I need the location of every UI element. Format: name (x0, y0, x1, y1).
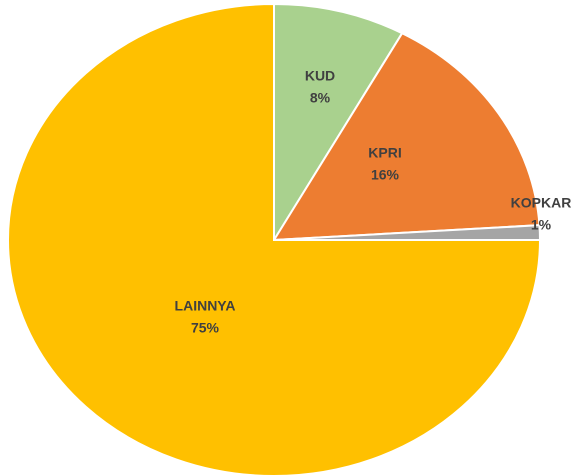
slice-name: LAINNYA (175, 298, 236, 314)
slice-name: KUD (305, 68, 335, 84)
slice-value: 8% (310, 90, 331, 106)
pie-slice (272, 31, 541, 242)
slice-value: 75% (191, 320, 220, 336)
pie-slice (7, 2, 542, 476)
slice-value: 16% (371, 167, 400, 183)
pie-slice (273, 2, 404, 244)
slice-name: KOPKAR (511, 195, 572, 211)
slice-name: KPRI (368, 145, 401, 161)
slice-value: 1% (531, 217, 552, 233)
